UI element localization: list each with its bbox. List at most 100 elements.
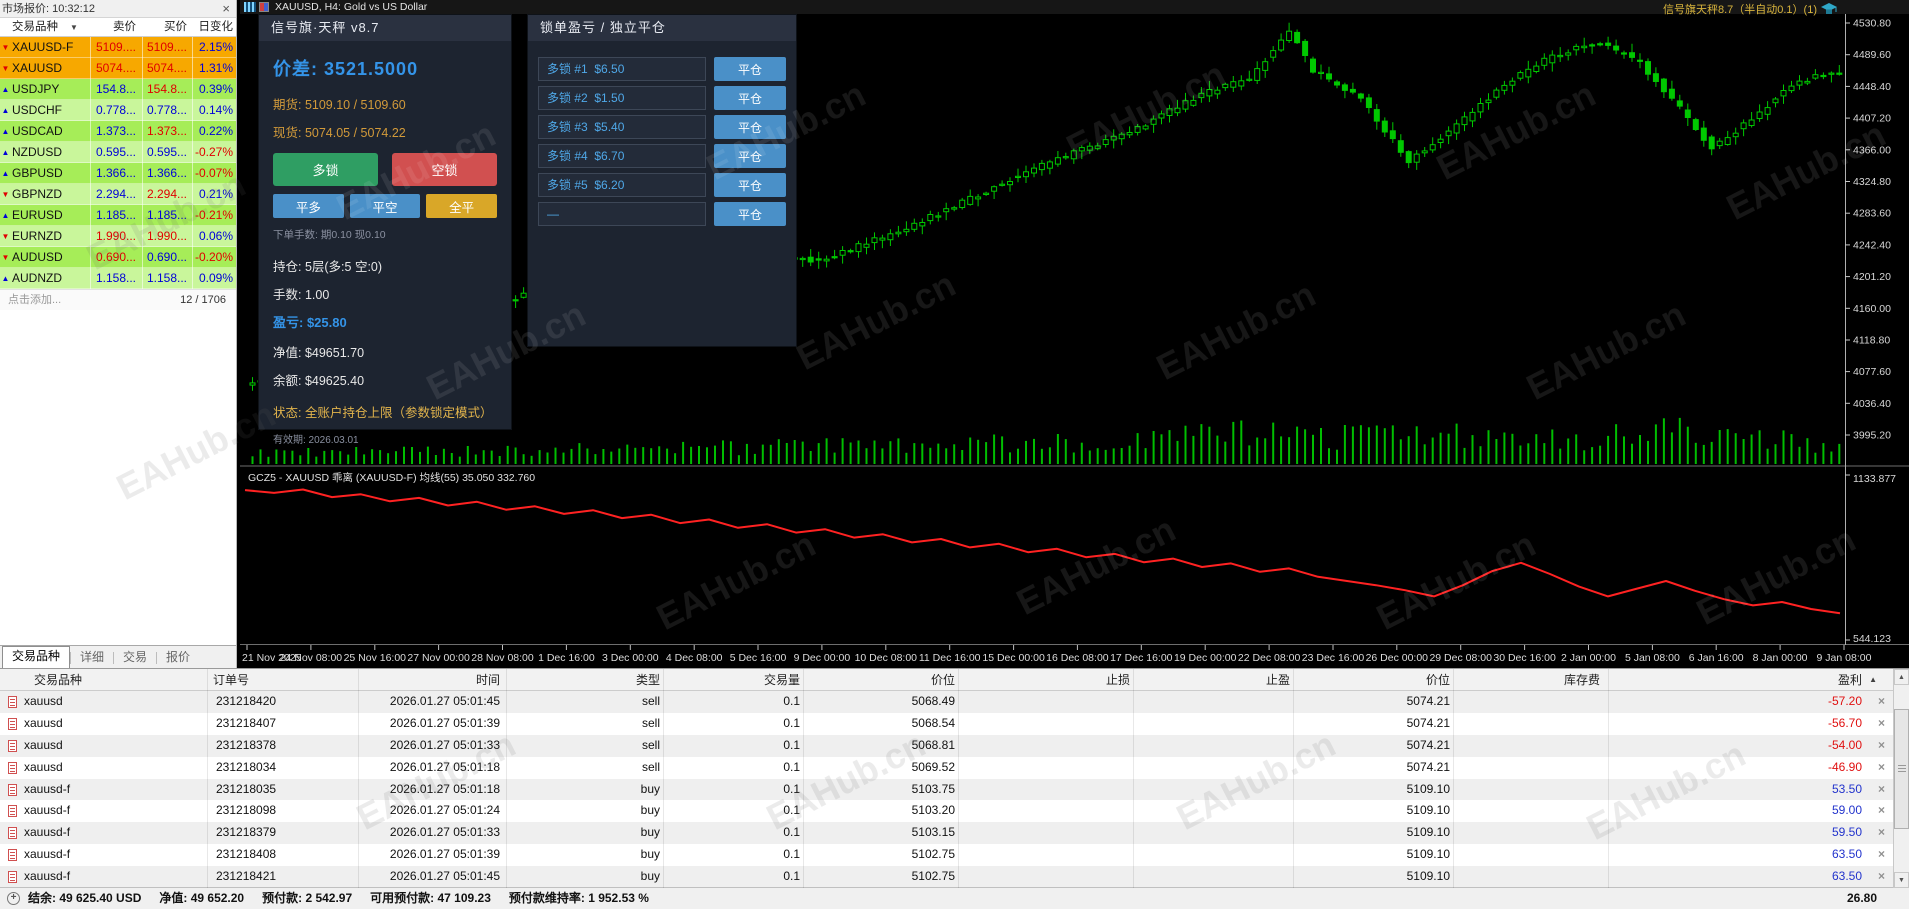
column-daily-change[interactable]: 日变化	[198, 21, 234, 33]
market-watch-row[interactable]: ▲ USDCHF 0.778... 0.778... 0.14%	[0, 100, 236, 121]
sell-price: 1.185...	[95, 208, 136, 222]
close-position-button[interactable]: 平仓	[714, 115, 786, 139]
column-volume[interactable]: 交易量	[763, 673, 800, 687]
close-icon[interactable]: ×	[222, 1, 230, 16]
current-price: 5074.21	[1406, 694, 1450, 708]
order-row[interactable]: xauusd-f 231218408 2026.01.27 05:01:39 buy 0…	[0, 844, 1909, 866]
order-row[interactable]: xauusd-f 231218098 2026.01.27 05:01:24 buy 0…	[0, 800, 1909, 822]
close-order-icon[interactable]: ×	[1877, 869, 1885, 884]
close-order-icon[interactable]: ×	[1877, 759, 1885, 774]
buy-price: 5109....	[146, 40, 187, 54]
scrollbar-thumb[interactable]	[1894, 709, 1909, 829]
order-symbol: xauusd	[24, 737, 63, 752]
tab-交易[interactable]: 交易	[123, 650, 148, 664]
close-long-button[interactable]: 平多	[273, 194, 344, 218]
order-row[interactable]: xauusd-f 231218421 2026.01.27 05:01:45 buy 0…	[0, 866, 1909, 889]
scroll-up-icon[interactable]: ▲	[1894, 669, 1909, 685]
market-watch-row[interactable]: ▲ AUDNZD 1.158... 1.158... 0.09%	[0, 268, 236, 289]
close-short-button[interactable]: 平空	[349, 194, 421, 218]
lock-short-button[interactable]: 空锁	[392, 153, 497, 186]
order-symbol-icon	[8, 871, 17, 884]
column-buy[interactable]: 买价	[164, 21, 187, 33]
filter-caret-icon[interactable]: ▼	[70, 23, 78, 32]
svg-text:2 Jan 00:00: 2 Jan 00:00	[1561, 652, 1616, 664]
market-watch-row[interactable]: ▲ USDCAD 1.373... 1.373... 0.22%	[0, 121, 236, 142]
order-row[interactable]: xauusd-f 231218379 2026.01.27 05:01:33 buy 0…	[0, 822, 1909, 845]
market-watch-row[interactable]: ▼ XAUUSD-F 5109.... 5109.... 2.15%	[0, 37, 236, 58]
order-volume: 0.1	[783, 694, 800, 708]
lock-long-button[interactable]: 多锁	[273, 153, 378, 186]
column-storage[interactable]: 库存费	[1563, 673, 1600, 687]
market-watch-row[interactable]: ▼ EURNZD 1.990... 1.990... 0.06%	[0, 226, 236, 247]
close-position-button[interactable]: 平仓	[714, 86, 786, 110]
order-row[interactable]: xauusd 231218407 2026.01.27 05:01:39 sell 0.…	[0, 713, 1909, 735]
market-watch-row[interactable]: ▲ GBPUSD 1.366... 1.366... -0.07%	[0, 163, 236, 184]
candles-icon	[259, 2, 269, 12]
symbol-name: NZDUSD	[12, 145, 62, 159]
close-position-button[interactable]: 平仓	[714, 202, 786, 226]
current-price: 5074.21	[1406, 715, 1450, 730]
column-order[interactable]: 订单号	[213, 673, 250, 687]
close-order-icon[interactable]: ×	[1877, 737, 1885, 752]
vertical-scrollbar[interactable]: ▲ ▼	[1893, 669, 1909, 888]
scroll-down-icon[interactable]: ▼	[1894, 872, 1909, 888]
chart-title-bar: XAUUSD, H4: Gold vs US Dollar	[240, 0, 1909, 14]
sell-price: 5109....	[95, 40, 136, 54]
column-current[interactable]: 价位	[1425, 673, 1450, 687]
column-gridline	[803, 669, 804, 888]
order-type: sell	[641, 737, 660, 752]
close-position-button[interactable]: 平仓	[714, 57, 786, 81]
svg-text:15 Dec 00:00: 15 Dec 00:00	[982, 652, 1045, 664]
svg-text:4530.80: 4530.80	[1853, 18, 1891, 30]
column-profit[interactable]: 盈利	[1837, 673, 1862, 687]
symbol-name: AUDUSD	[12, 250, 63, 264]
order-row[interactable]: xauusd 231218420 2026.01.27 05:01:45 sell 0.…	[0, 691, 1909, 713]
market-watch-row[interactable]: ▼ XAUUSD 5074.... 5074.... 1.31%	[0, 58, 236, 79]
market-watch-row[interactable]: ▲ EURUSD 1.185... 1.185... -0.21%	[0, 205, 236, 226]
column-sl[interactable]: 止损	[1105, 673, 1130, 687]
daily-change: 0.22%	[198, 124, 233, 138]
close-order-icon[interactable]: ×	[1877, 803, 1885, 818]
column-symbol[interactable]: 交易品种	[12, 21, 58, 33]
buy-price: 0.690...	[146, 250, 187, 264]
column-time[interactable]: 时间	[475, 673, 500, 687]
current-price: 5074.21	[1406, 737, 1450, 752]
tab-详细[interactable]: 详细	[80, 650, 105, 664]
order-number: 231218408	[216, 847, 277, 862]
column-price[interactable]: 价位	[930, 673, 955, 687]
close-order-icon[interactable]: ×	[1877, 781, 1885, 796]
svg-text:29 Dec 08:00: 29 Dec 08:00	[1429, 652, 1492, 664]
current-price: 5074.21	[1406, 759, 1450, 774]
order-time: 2026.01.27 05:01:33	[389, 737, 500, 752]
close-order-icon[interactable]: ×	[1877, 694, 1885, 708]
close-order-icon[interactable]: ×	[1877, 847, 1885, 862]
lock-panel-title[interactable]: 锁单盈亏 / 独立平仓	[528, 15, 796, 41]
close-all-button[interactable]: 全平	[426, 194, 498, 218]
sort-ascending-icon[interactable]: ▲	[1869, 675, 1877, 684]
order-row[interactable]: xauusd-f 231218035 2026.01.27 05:01:18 buy 0…	[0, 778, 1909, 801]
market-watch-row[interactable]: ▲ NZDUSD 0.595... 0.595... -0.27%	[0, 142, 236, 163]
tab-报价[interactable]: 报价	[166, 650, 191, 664]
svg-text:4283.60: 4283.60	[1853, 208, 1891, 220]
column-sell[interactable]: 卖价	[113, 21, 136, 33]
order-profit: -54.00	[1827, 737, 1862, 752]
order-row[interactable]: xauusd 231218378 2026.01.27 05:01:33 sell 0.…	[0, 734, 1909, 757]
close-position-button[interactable]: 平仓	[714, 173, 786, 197]
plus-circle-icon[interactable]: +	[7, 892, 20, 905]
close-order-icon[interactable]: ×	[1877, 825, 1885, 840]
column-type[interactable]: 类型	[635, 673, 660, 687]
close-position-button[interactable]: 平仓	[714, 144, 786, 168]
column-symbol[interactable]: 交易品种	[34, 673, 83, 687]
order-symbol: xauusd-f	[24, 847, 71, 862]
market-watch-title-bar: 市场报价: 10:32:12 ×	[0, 0, 236, 18]
order-row[interactable]: xauusd 231218034 2026.01.27 05:01:18 sell 0.…	[0, 757, 1909, 779]
column-tp[interactable]: 止盈	[1265, 673, 1290, 687]
tab-交易品种[interactable]: 交易品种	[2, 646, 71, 668]
close-order-icon[interactable]: ×	[1877, 715, 1885, 730]
market-watch-row[interactable]: ▼ AUDUSD 0.690... 0.690... -0.20%	[0, 247, 236, 268]
ea-panel-title[interactable]: 信号旗·天秤 v8.7	[259, 15, 511, 41]
add-symbol-hint[interactable]: 点击添加...	[8, 294, 62, 306]
market-watch-row[interactable]: ▼ GBPNZD 2.294... 2.294... 0.21%	[0, 184, 236, 205]
column-gridline	[358, 669, 359, 888]
market-watch-row[interactable]: ▲ USDJPY 154.8... 154.8... 0.39%	[0, 79, 236, 100]
